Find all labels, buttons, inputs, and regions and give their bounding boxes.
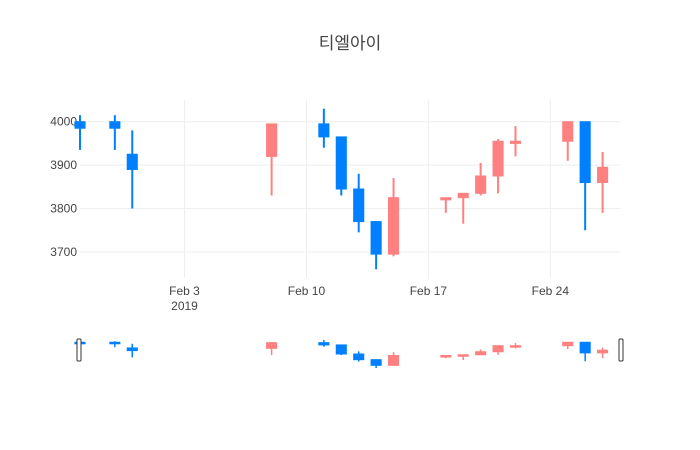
candle-body [266,123,278,157]
candle-body [457,192,469,199]
slider-candle [126,343,138,358]
candle [440,197,452,213]
candle [266,123,278,196]
y-tick-label: 3900 [50,158,77,172]
candle-layer [74,108,609,270]
slider-candle [370,359,382,368]
slider-candle-body [126,347,138,352]
candle [457,192,469,224]
slider-candle-body [509,345,522,348]
candle [126,130,138,209]
slider-candle-body [457,354,469,357]
candle-body [126,153,138,170]
candle [318,108,330,148]
x-tick-label: Feb 3 [169,284,200,298]
candle [109,115,121,150]
candle-body [509,140,522,144]
range-slider[interactable] [74,338,624,368]
candle [353,173,365,233]
candle [475,162,487,196]
slider-candle-body [387,355,400,366]
candle [597,152,609,213]
slider-candle-body [440,355,452,358]
candle [492,139,504,194]
slider-candle [457,354,469,361]
x-tick-label: Feb 10 [288,284,326,298]
slider-candle-body [562,341,574,347]
slider-candle [440,355,452,359]
candle [335,136,347,196]
candle-body [353,188,365,223]
candle [562,121,574,161]
candle [579,121,591,231]
range-slider-right-handle[interactable] [618,338,624,362]
candle [387,178,400,257]
slider-candle [562,341,574,350]
slider-candle [509,343,522,349]
slider-candle [492,345,504,355]
candle-body [597,166,609,183]
slider-candle-body [318,342,330,346]
candle-body [335,136,347,190]
slider-candle [109,341,121,348]
range-slider-left-handle[interactable] [76,338,82,362]
slider-candle [579,341,591,362]
candle-body [387,197,400,255]
x-tick-label: Feb 17 [410,284,448,298]
slider-candle-body [266,342,278,349]
candle-body [370,221,382,255]
grid-layer [80,100,620,278]
slider-candle-body [335,344,347,355]
candle [370,221,382,270]
slider-candle [266,342,278,356]
candle-body [109,121,121,129]
slider-candle-body [370,359,382,366]
slider-candle-body [475,351,487,356]
x-tick-sublabel: 2019 [171,299,198,313]
slider-candle [318,340,330,347]
candle-body [475,175,487,194]
slider-candle-body [579,341,591,354]
candle-body [579,121,591,183]
candle-body [74,121,86,129]
candle [74,115,86,150]
slider-candle-body [597,349,609,354]
y-tick-label: 4000 [50,115,77,129]
chart-title: 티엘아이 [319,34,382,54]
x-tick-label: Feb 24 [532,284,570,298]
slider-candle [353,351,365,362]
candle [509,126,522,157]
slider-candle [597,347,609,359]
candle-body [492,140,504,177]
candle-body [318,123,330,138]
slider-candle-body [492,345,504,353]
candle-body [440,197,452,201]
slider-candle [335,344,347,356]
slider-candle-body [109,341,121,345]
y-tick-label: 3800 [50,202,77,216]
candle-body [562,121,574,142]
slider-candle [387,352,400,366]
y-tick-label: 3700 [50,245,77,259]
slider-candle-body [353,353,365,361]
slider-candle [475,349,487,356]
